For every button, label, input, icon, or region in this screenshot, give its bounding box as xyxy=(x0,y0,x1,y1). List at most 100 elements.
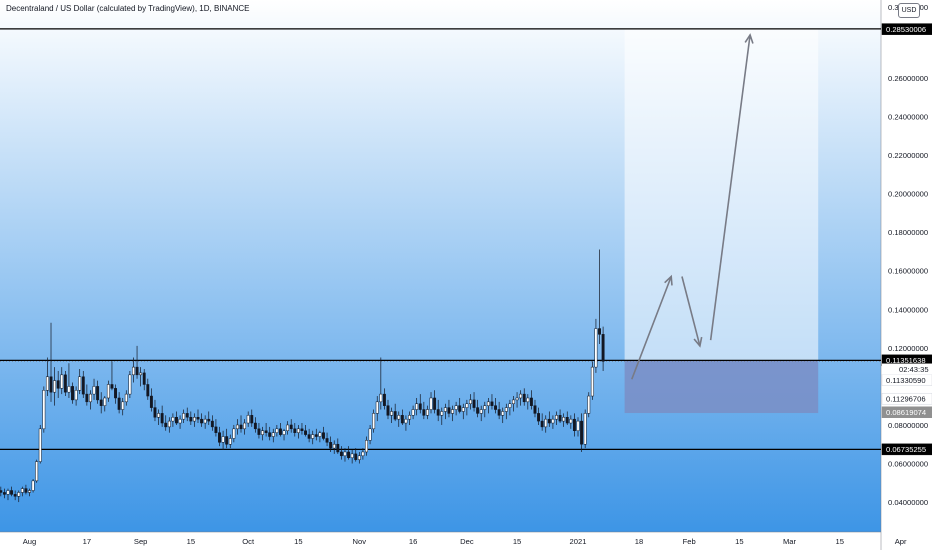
price-tick-label: 0.22000000 xyxy=(888,151,928,160)
time-tick-label: Sep xyxy=(134,537,148,546)
candle xyxy=(522,388,526,406)
candle-body xyxy=(390,411,394,416)
candle-body xyxy=(264,430,268,433)
candle-body xyxy=(325,438,329,443)
candle-body xyxy=(436,409,440,416)
candle-body xyxy=(547,418,551,424)
candle xyxy=(415,397,419,416)
candle xyxy=(45,357,49,397)
time-tick-label: Mar xyxy=(783,537,797,546)
candle xyxy=(357,451,361,464)
candle-body xyxy=(347,451,351,458)
candle xyxy=(540,413,544,431)
projection-stop-zone[interactable] xyxy=(624,360,819,414)
candle xyxy=(74,386,78,406)
candle xyxy=(35,459,39,483)
candle-body xyxy=(590,366,594,397)
candle xyxy=(210,415,214,431)
candle-body xyxy=(322,432,325,439)
candle xyxy=(590,361,594,400)
price-tag-label: 0.11296706 xyxy=(886,395,926,404)
candle xyxy=(246,411,250,427)
target-price-tag[interactable]: 0.28530006 xyxy=(881,23,932,35)
candle-body xyxy=(200,418,204,424)
candle xyxy=(96,380,100,404)
time-tick-label: Oct xyxy=(242,537,255,546)
candle-body xyxy=(565,416,569,424)
price-tick-label: 0.18000000 xyxy=(888,228,928,237)
candle-body xyxy=(128,374,132,395)
candle xyxy=(261,426,264,441)
candle xyxy=(436,399,440,422)
candle xyxy=(314,428,318,441)
candle-body xyxy=(411,409,415,416)
candle xyxy=(221,430,225,451)
candle xyxy=(469,394,472,410)
candle xyxy=(182,409,186,424)
candle-body xyxy=(343,451,347,457)
candle xyxy=(24,484,28,495)
candle-body xyxy=(42,390,46,430)
candle xyxy=(282,428,286,441)
candle xyxy=(479,405,483,422)
chart-title: Decentraland / US Dollar (calculated by … xyxy=(6,4,250,13)
candle xyxy=(81,370,85,398)
projection-profit-zone[interactable] xyxy=(624,29,819,361)
candle xyxy=(425,405,429,420)
candle-body xyxy=(192,416,196,422)
last-price-tag[interactable]: 0.11330590 02:43:35 xyxy=(881,363,932,386)
candle-body xyxy=(465,403,469,408)
time-axis-panel xyxy=(0,532,881,550)
time-tick-label: Dec xyxy=(460,537,474,546)
candle-body xyxy=(175,416,178,424)
price-tick-label: 0.14000000 xyxy=(888,305,928,314)
candle-body xyxy=(164,422,168,428)
candle-body xyxy=(103,397,107,406)
candle-body xyxy=(110,384,114,389)
candle xyxy=(253,417,257,433)
time-axis[interactable]: Aug 17 Sep 15 Oct 15 Nov 16 Dec 15 2021 18 Feb 15 Mar 1… xyxy=(23,537,907,546)
candle-body xyxy=(182,413,186,420)
currency-button[interactable]: USD xyxy=(898,3,920,18)
candle-body xyxy=(476,407,480,414)
candle-body xyxy=(92,386,96,395)
candle xyxy=(164,415,168,431)
price-tick-label: 0.16000000 xyxy=(888,267,928,276)
price-tag-box xyxy=(881,23,932,35)
projection-arrow-down[interactable] xyxy=(681,276,703,348)
candle xyxy=(512,396,515,412)
candle-body xyxy=(472,399,476,408)
low-price-tag[interactable]: 0.11296706 xyxy=(881,392,932,405)
time-tick-label: 15 xyxy=(735,537,743,546)
candle-body xyxy=(286,424,290,431)
support-price-tag[interactable]: 0.06735255 xyxy=(881,443,932,456)
arrow-shaft xyxy=(709,34,751,341)
candle xyxy=(239,415,243,433)
candle xyxy=(117,392,121,414)
candle xyxy=(598,249,601,344)
candle xyxy=(235,419,239,435)
stop-price-tag[interactable]: 0.08619074 xyxy=(881,406,932,418)
candle xyxy=(386,399,390,420)
candle xyxy=(289,419,293,433)
candle xyxy=(332,440,336,454)
price-tag-label: 0.11351638 xyxy=(886,356,926,365)
projection-arrow-up-1[interactable] xyxy=(631,274,673,380)
candle-body xyxy=(397,415,401,420)
candle xyxy=(271,428,275,443)
price-axis[interactable]: 0.04000000 0.06000000 0.08000000 0.12000000… xyxy=(881,3,932,507)
price-tick-label: 0.20000000 xyxy=(888,190,928,199)
candle xyxy=(329,436,333,452)
projection-arrow-up-2[interactable] xyxy=(709,33,754,341)
candle-body xyxy=(60,374,64,389)
candle xyxy=(0,486,3,497)
candle xyxy=(10,486,14,497)
candle xyxy=(31,478,35,493)
candle-body xyxy=(336,443,340,453)
candle-body xyxy=(368,428,372,441)
candle xyxy=(519,390,523,406)
projection-layer xyxy=(624,29,819,414)
price-tag-label: 0.28530006 xyxy=(886,25,926,34)
candle-body xyxy=(279,428,282,435)
